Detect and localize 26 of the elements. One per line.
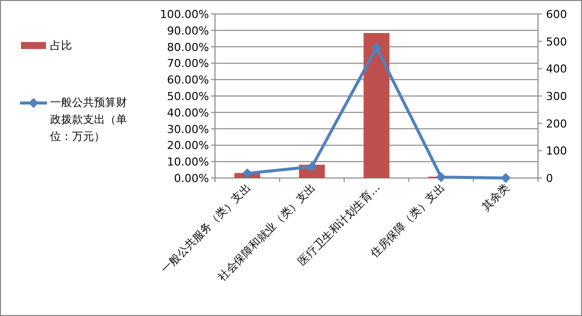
y-tick-label: 70.00%	[167, 57, 209, 70]
y-tick-label: 60.00%	[167, 74, 209, 87]
y-tick-label: 30.00%	[167, 122, 209, 136]
y2-tick-label: 400	[546, 62, 567, 76]
point	[372, 42, 382, 53]
point	[500, 173, 511, 183]
y-tick-label: 90.00%	[167, 24, 209, 38]
y2-tick-label: 300	[546, 90, 567, 103]
y-tick-label: 0.00%	[174, 172, 209, 185]
y2-tick-label: 100	[546, 144, 567, 158]
y-tick-label: 100.00%	[160, 8, 209, 21]
y2-tick-label: 600	[546, 8, 567, 21]
legend-label: 一般公共预算财政拨款支出（单位：万元）	[50, 95, 128, 145]
legend-label: 占比	[50, 38, 73, 54]
y-tick-label: 80.00%	[167, 40, 209, 54]
bar	[364, 33, 390, 178]
point	[436, 172, 446, 182]
y-tick-label: 10.00%	[167, 156, 209, 169]
x-tick-label: 其余类	[479, 180, 512, 214]
point	[242, 168, 252, 178]
y-tick-label: 20.00%	[167, 139, 209, 152]
y2-tick-label: 0	[546, 172, 553, 185]
y2-tick-label: 200	[546, 117, 567, 130]
y-tick-label: 40.00%	[167, 106, 209, 120]
y-tick-label: 50.00%	[167, 90, 209, 103]
y2-tick-label: 500	[546, 35, 567, 48]
